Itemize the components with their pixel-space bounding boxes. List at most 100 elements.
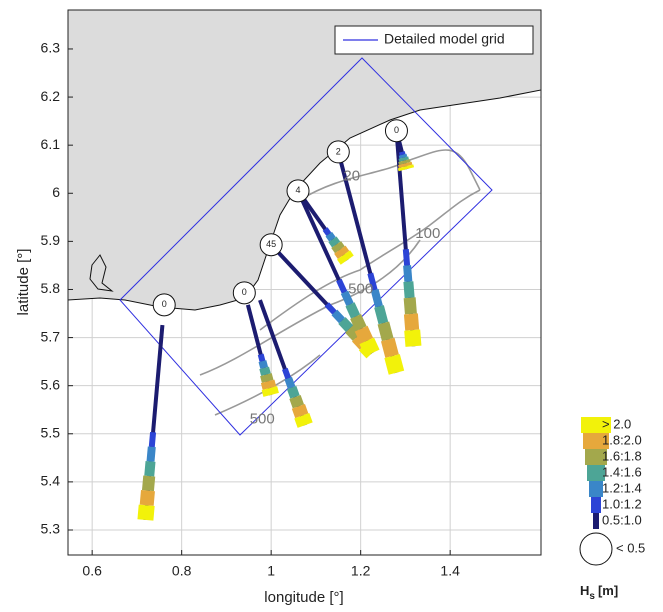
- y-tick-label: 6: [52, 184, 60, 200]
- x-axis-label: longitude [°]: [264, 589, 343, 606]
- ray-tail: [259, 366, 271, 376]
- station: [259, 233, 283, 257]
- ray-tail: [354, 325, 374, 344]
- ray-tail: [403, 297, 417, 315]
- ray-tail: [403, 265, 413, 282]
- station: [286, 179, 310, 203]
- ray-tail: [289, 394, 305, 409]
- station: [326, 140, 350, 164]
- ray-tail: [345, 302, 361, 319]
- ray-tail: [322, 227, 332, 236]
- ray-tail: [374, 305, 389, 325]
- station-label: 4: [296, 185, 301, 195]
- ray-tail: [367, 272, 378, 291]
- ray-tail: [148, 431, 157, 448]
- ray-tail: [324, 302, 337, 315]
- ray-tail: [397, 164, 415, 172]
- ray-tail: [350, 313, 367, 332]
- ray-tail: [137, 504, 155, 521]
- ray-tail: [261, 386, 279, 397]
- ray-tail: [404, 329, 422, 347]
- hs-symbol: H: [580, 583, 589, 598]
- x-tick-label: 1.2: [351, 563, 371, 579]
- class-label: < 0.5: [616, 540, 645, 555]
- ray-tail: [402, 249, 411, 266]
- ray-tail: [338, 317, 354, 333]
- y-tick-label: 6.1: [41, 136, 61, 152]
- class-label: 1.6:1.8: [602, 448, 642, 463]
- station: [232, 281, 256, 305]
- ray-tail: [284, 376, 296, 389]
- x-tick-label: 1: [267, 563, 275, 579]
- ray-tail: [340, 290, 354, 307]
- contour-100: [259, 189, 481, 331]
- y-tick-label: 5.4: [41, 473, 61, 489]
- ray-tail: [282, 367, 292, 380]
- ray-tail: [258, 360, 269, 369]
- y-tick-label: 6.2: [41, 88, 61, 104]
- class-swatch: [585, 449, 607, 465]
- y-tick-label: 5.3: [41, 521, 61, 537]
- y-tick-label: 5.9: [41, 232, 61, 248]
- station-label: 0: [394, 125, 399, 135]
- ray-tail: [260, 373, 274, 383]
- class-swatch: [593, 513, 599, 529]
- ray-tail: [257, 353, 266, 362]
- class-label: > 2.0: [602, 416, 631, 431]
- class-label: 0.5:1.0: [602, 512, 642, 527]
- x-tick-label: 0.6: [82, 563, 102, 579]
- ray-tail: [398, 151, 406, 156]
- hs-legend-title: Hs [m]: [580, 583, 618, 601]
- hs-sub: s: [589, 591, 595, 602]
- contour-label: 100: [415, 225, 440, 242]
- ray-tail: [377, 321, 394, 342]
- class-label: 1.4:1.6: [602, 464, 642, 479]
- ray-tail: [359, 337, 380, 357]
- station: [384, 119, 408, 143]
- ray-tail: [146, 446, 156, 462]
- y-axis-label: latitude [°]: [15, 249, 32, 316]
- ray-tail: [328, 236, 341, 248]
- ray-tail: [139, 490, 155, 506]
- ray-tail: [291, 403, 309, 419]
- ray-tail: [336, 278, 348, 294]
- class-label: 1.2:1.4: [602, 480, 642, 495]
- ray-tail: [144, 461, 156, 477]
- ray-tail: [403, 281, 415, 299]
- station-label: 0: [242, 287, 247, 297]
- ray-tail: [141, 475, 156, 492]
- ray-tail: [331, 241, 345, 254]
- model-grid: [119, 57, 493, 436]
- ray-tail: [398, 159, 411, 165]
- x-tick-label: 0.8: [172, 563, 192, 579]
- station-label: 0: [162, 299, 167, 309]
- station: [152, 293, 176, 317]
- ray-tail: [380, 337, 399, 358]
- contour-label: 500: [250, 410, 275, 427]
- coast-detail: [89, 254, 114, 292]
- land: [67, 9, 542, 311]
- ray-tail: [398, 153, 408, 159]
- hs-unit: [m]: [598, 583, 618, 598]
- contour-label: 20: [343, 167, 360, 184]
- class-swatch: [587, 465, 605, 481]
- ray-tail: [337, 250, 354, 265]
- y-tick-label: 5.7: [41, 328, 61, 344]
- class-label: 1.8:2.0: [602, 432, 642, 447]
- ray-tail: [260, 379, 277, 390]
- contour-label: 500: [348, 280, 373, 297]
- class-swatch: [583, 433, 609, 449]
- ray-tail: [286, 385, 300, 399]
- y-tick-label: 6.3: [41, 40, 61, 56]
- ray-tail: [294, 413, 313, 428]
- station-label: 45: [266, 239, 276, 249]
- y-tick-label: 5.8: [41, 280, 61, 296]
- ray-tail: [331, 309, 345, 324]
- ray-tail: [403, 313, 420, 331]
- ray-tail: [345, 324, 362, 341]
- station-label: 2: [336, 146, 341, 156]
- ray-tail: [334, 245, 350, 259]
- class-swatch: [589, 481, 603, 497]
- y-tick-label: 5.5: [41, 424, 61, 440]
